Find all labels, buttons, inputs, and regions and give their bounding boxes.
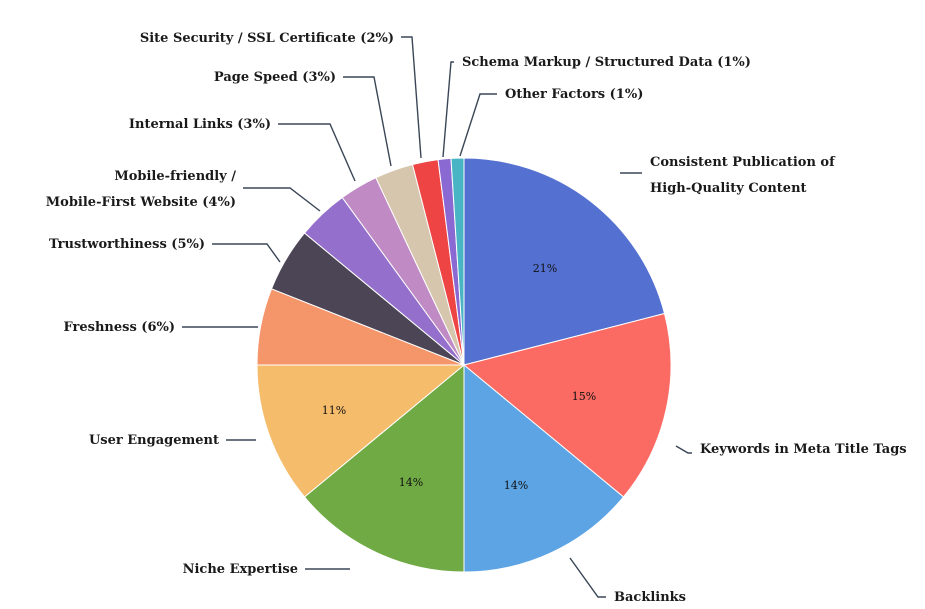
pie-slice [450,157,465,366]
slice-label: Internal Links (3%) [129,117,271,132]
leader-line [243,187,321,212]
leader-line [459,93,497,157]
slice-label: Keywords in Meta Title Tags [700,442,907,457]
slice-labels: Consistent Publication of High-Quality Co… [46,31,907,605]
leader-line [675,445,692,454]
pie-slice [303,363,465,573]
slice-label-line: Trustworthiness (5%) [49,237,205,252]
slice-label: Niche Expertise [183,562,298,577]
leader-line [278,123,356,182]
slice-percent-label: 21% [533,262,557,275]
slice-label-line: Niche Expertise [183,562,298,577]
leader-line [442,61,454,158]
pie-slice [256,364,466,498]
leader-line [212,243,281,263]
slice-label: Consistent Publication of High-Quality Co… [650,155,836,196]
slice-label-line: Mobile-friendly / [114,169,236,184]
leader-line [343,76,392,167]
pie-slice [463,363,625,573]
slice-label: User Engagement [89,433,219,448]
slice-percent-label: 15% [572,390,596,403]
slice-label-line: Freshness (6%) [64,320,175,335]
slice-percent-label: 14% [504,479,528,492]
slice-label-line: Other Factors (1%) [505,87,643,102]
slice-label: Other Factors (1%) [505,87,643,102]
slice-label-line: Mobile-First Website (4%) [46,195,236,210]
slice-label-line: Keywords in Meta Title Tags [700,442,907,457]
slice-label: Mobile-friendly / Mobile-First Website (4… [46,169,236,210]
slice-percent-labels: 21% 15% 14% 14% 11% [322,262,596,492]
slice-percent-label: 11% [322,404,346,417]
slice-label: Backlinks [614,590,686,605]
slice-label-line: Page Speed (3%) [214,70,336,85]
slice-label: Page Speed (3%) [214,70,336,85]
slice-label-line: Consistent Publication of [650,155,836,170]
slice-label: Schema Markup / Structured Data (1%) [462,55,751,70]
leader-line [569,557,606,598]
slice-label-line: User Engagement [89,433,219,448]
slice-percent-label: 14% [399,476,423,489]
slice-label-line: Internal Links (3%) [129,117,271,132]
pie-slices [256,157,672,573]
pie-slice [463,157,666,366]
slice-label-line: High-Quality Content [650,181,807,196]
slice-label-line: Site Security / SSL Certificate (2%) [140,31,394,46]
slice-label-line: Schema Markup / Structured Data (1%) [462,55,751,70]
pie-slice [462,312,672,498]
slice-label: Site Security / SSL Certificate (2%) [140,31,394,46]
leader-lines [182,36,692,598]
slice-label-line: Backlinks [614,590,686,605]
leader-line [401,36,422,159]
slice-label: Freshness (6%) [64,320,175,335]
slice-label: Trustworthiness (5%) [49,237,205,252]
